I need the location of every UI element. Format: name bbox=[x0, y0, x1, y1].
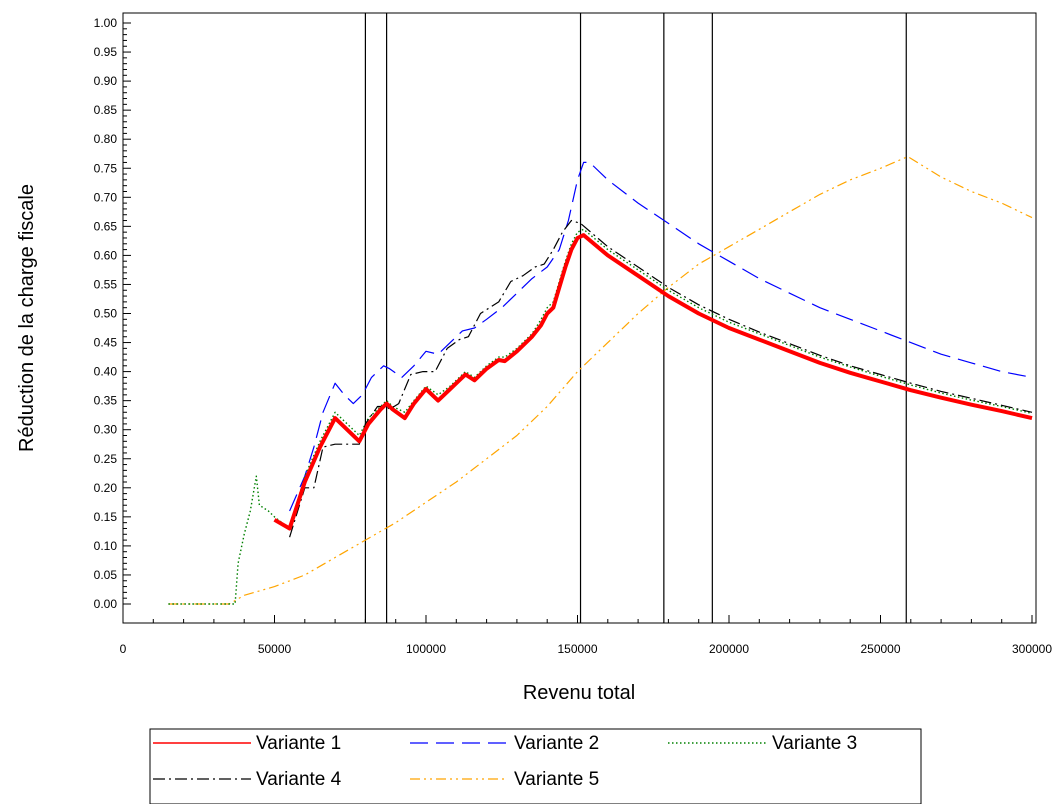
legend-label-variante-2: Variante 2 bbox=[514, 733, 599, 754]
y-tick-label: 0.45 bbox=[94, 336, 118, 350]
x-axis-title: Revenu total bbox=[523, 682, 635, 704]
y-tick-label: 0.75 bbox=[94, 161, 118, 175]
y-tick-label: 0.65 bbox=[94, 219, 118, 233]
y-tick-label: 0.40 bbox=[94, 365, 118, 379]
y-axis-title: Réduction de la charge fiscale bbox=[16, 184, 38, 452]
plot-frame bbox=[122, 12, 1037, 624]
legend-frame bbox=[149, 728, 922, 804]
y-tick-label: 0.55 bbox=[94, 277, 118, 291]
y-tick-label: 0.70 bbox=[94, 190, 118, 204]
y-tick-label: 0.25 bbox=[94, 452, 118, 466]
x-tick-label: 0 bbox=[120, 642, 127, 656]
x-tick-label: 150000 bbox=[557, 642, 597, 656]
y-tick-label: 0.10 bbox=[94, 539, 118, 553]
legend: Variante 1 Variante 2 Variante 3 Variante 4… bbox=[149, 728, 922, 804]
y-tick-label: 0.50 bbox=[94, 307, 118, 321]
y-axis: 0.00 0.05 0.10 0.15 0.20 0.25 0.30 0.35 0.40 0.45… bbox=[94, 16, 131, 611]
x-tick-label: 300000 bbox=[1012, 642, 1052, 656]
x-axis: 0 50000 100000 150000 200000 250000 300000 bbox=[120, 615, 1052, 656]
series-line-variante-5 bbox=[168, 156, 1033, 605]
y-tick-label: 0.35 bbox=[94, 394, 118, 408]
y-tick-label: 0.80 bbox=[94, 132, 118, 146]
y-tick-label: 0.30 bbox=[94, 423, 118, 437]
y-tick-label: 0.85 bbox=[94, 103, 118, 117]
y-tick-label: 0.60 bbox=[94, 248, 118, 262]
series-line-variante-1 bbox=[273, 233, 1033, 531]
series-line-variante-4 bbox=[289, 219, 1033, 538]
legend-label-variante-4: Variante 4 bbox=[256, 769, 342, 790]
x-tick-label: 200000 bbox=[709, 642, 749, 656]
y-tick-label: 0.15 bbox=[94, 510, 118, 524]
legend-label-variante-1: Variante 1 bbox=[256, 733, 341, 754]
y-tick-label: 0.05 bbox=[94, 568, 118, 582]
y-tick-label: 0.95 bbox=[94, 45, 118, 59]
x-tick-label: 100000 bbox=[406, 642, 446, 656]
x-tick-label: 50000 bbox=[258, 642, 292, 656]
y-tick-label: 0.00 bbox=[94, 597, 118, 611]
legend-label-variante-3: Variante 3 bbox=[772, 733, 857, 754]
x-tick-label: 250000 bbox=[860, 642, 900, 656]
y-tick-label: 0.20 bbox=[94, 481, 118, 495]
legend-label-variante-5: Variante 5 bbox=[514, 769, 599, 790]
y-tick-label: 1.00 bbox=[94, 16, 118, 30]
series-group bbox=[168, 156, 1033, 605]
y-tick-label: 0.90 bbox=[94, 74, 118, 88]
series-line-variante-2 bbox=[289, 161, 1033, 512]
